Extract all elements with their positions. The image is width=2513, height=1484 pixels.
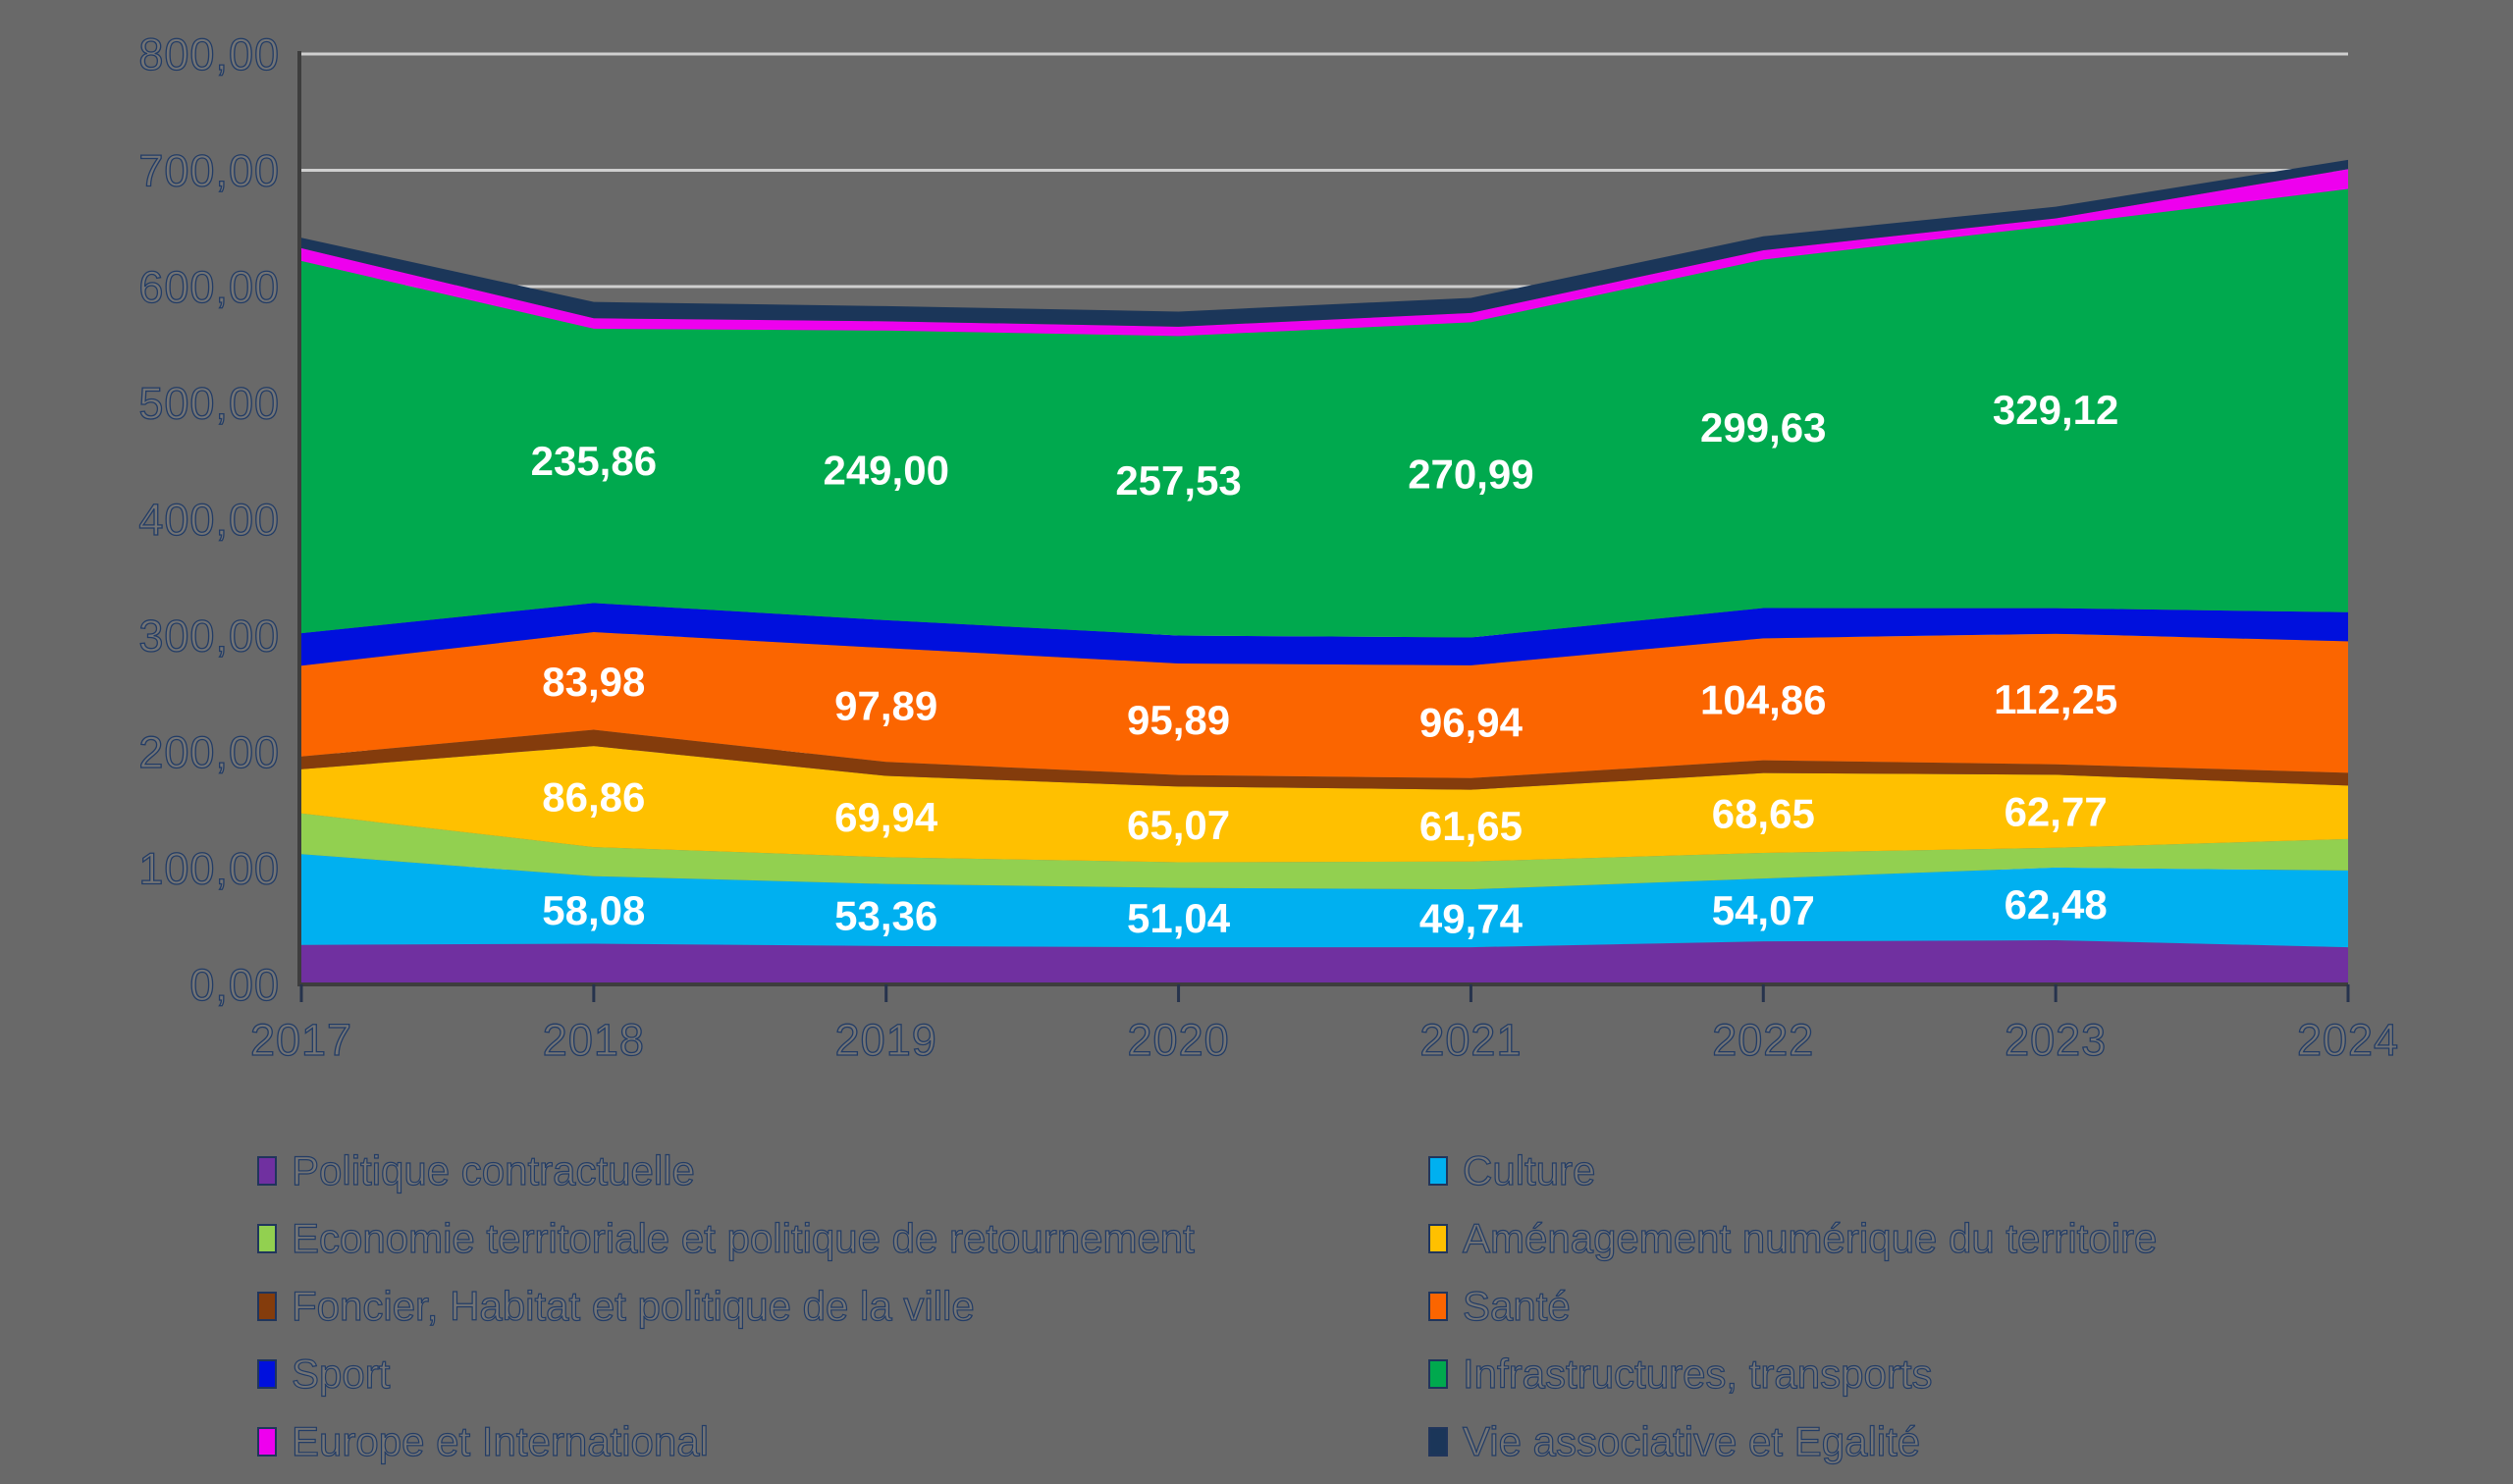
area-culture [301,854,2348,948]
x-tick-label-2020: 2020 [1128,1015,1230,1065]
legend-label-vie-associative: Vie associative et Egalité [1462,1417,1921,1464]
data-label-infrastructures-transports-2018: 235,86 [531,438,657,484]
data-label-infrastructures-transports-2020: 257,53 [1115,457,1241,504]
y-tick-label-600: 600,00 [138,262,280,312]
data-label-sante-2021: 96,94 [1419,699,1524,745]
y-tick-label-100: 100,00 [138,844,280,894]
area-politique-contractuelle [301,939,2348,984]
legend-item-amenagement-numerique: Aménagement numérique du territoire [1428,1204,2454,1272]
legend-swatch-infrastructures-transports [1428,1358,1448,1389]
x-tick-label-2022: 2022 [1712,1015,1814,1065]
legend-item-politique-contractuelle: Politique contractuelle [257,1137,1428,1204]
data-label-culture-2020: 51,04 [1127,895,1231,941]
legend-swatch-culture [1428,1155,1448,1186]
data-label-culture-2019: 53,36 [834,892,937,938]
y-tick-label-0: 0,00 [189,960,280,1010]
data-label-sante-2020: 95,89 [1127,697,1230,743]
legend-label-europe-international: Europe et International [291,1417,709,1464]
legend-swatch-amenagement-numerique [1428,1223,1448,1253]
legend-item-europe-international: Europe et International [257,1407,1428,1475]
data-label-infrastructures-transports-2023: 329,12 [1993,387,2118,433]
data-label-amenagement-numerique-du-territoire-2018: 86,86 [542,774,645,821]
legend-swatch-vie-associative [1428,1426,1448,1457]
data-label-culture-2021: 49,74 [1419,896,1524,942]
data-label-infrastructures-transports-2019: 249,00 [823,447,948,493]
legend-swatch-sante [1428,1291,1448,1321]
legend-item-foncier-habitat: Foncier, Habitat et politique de la vill… [257,1272,1428,1340]
legend-swatch-europe-international [257,1426,277,1457]
data-label-infrastructures-transports-2022: 299,63 [1700,404,1826,450]
legend-column-left: Politique contractuelle Economie territo… [257,1137,1428,1475]
legend-item-infrastructures-transports: Infrastructures, transports [1428,1340,2454,1407]
x-tick-label-2023: 2023 [2005,1015,2107,1065]
data-label-amenagement-numerique-du-territoire-2021: 61,65 [1419,803,1523,849]
chart-legend: Politique contractuelle Economie territo… [257,1137,2454,1475]
legend-label-amenagement-numerique: Aménagement numérique du territoire [1462,1214,2158,1261]
x-tick-label-2019: 2019 [835,1015,937,1065]
area-sport [301,603,2348,666]
legend-swatch-economie-territoriale [257,1223,277,1253]
legend-swatch-politique-contractuelle [257,1155,277,1186]
y-tick-label-200: 200,00 [138,727,280,777]
x-tick-label-2024: 2024 [2297,1015,2399,1065]
y-tick-label-700: 700,00 [138,146,280,196]
area-sante [301,632,2348,778]
legend-item-economie-territoriale: Economie territoriale et politique de re… [257,1204,1428,1272]
legend-label-politique-contractuelle: Politique contractuelle [291,1146,695,1193]
legend-item-sante: Santé [1428,1272,2454,1340]
legend-label-sante: Santé [1462,1282,1571,1329]
data-label-culture-2022: 54,07 [1712,887,1815,933]
legend-swatch-sport [257,1358,277,1389]
legend-swatch-foncier-habitat [257,1291,277,1321]
area-economie-territoriale-et-politique-de-retournement [301,813,2348,890]
x-tick-label-2021: 2021 [1419,1015,1522,1065]
data-label-culture-2023: 62,48 [2005,881,2108,928]
legend-label-economie-territoriale: Economie territoriale et politique de re… [291,1214,1195,1261]
area-foncier-habitat-et-politique-de-la-ville [301,729,2348,790]
legend-label-sport: Sport [291,1350,391,1397]
legend-label-culture: Culture [1462,1146,1596,1193]
legend-item-sport: Sport [257,1340,1428,1407]
data-label-amenagement-numerique-du-territoire-2023: 62,77 [2005,789,2108,835]
area-infrastructures-transports [301,188,2348,638]
data-label-infrastructures-transports-2021: 270,99 [1408,450,1533,497]
data-label-sante-2022: 104,86 [1700,676,1826,722]
legend-label-foncier-habitat: Foncier, Habitat et politique de la vill… [291,1282,975,1329]
y-tick-label-300: 300,00 [138,611,280,662]
legend-column-right: Culture Aménagement numérique du territo… [1428,1137,2454,1475]
data-label-culture-2018: 58,08 [542,887,645,933]
legend-label-infrastructures-transports: Infrastructures, transports [1462,1350,1933,1397]
legend-item-vie-associative: Vie associative et Egalité [1428,1407,2454,1475]
y-tick-label-500: 500,00 [138,379,280,429]
data-label-sante-2019: 97,89 [834,682,937,728]
legend-item-culture: Culture [1428,1137,2454,1204]
area-amenagement-numerique-du-territoire [301,746,2348,863]
data-label-amenagement-numerique-du-territoire-2019: 69,94 [834,794,938,840]
x-tick-label-2017: 2017 [250,1015,352,1065]
data-label-sante-2023: 112,25 [1994,676,2117,722]
data-label-amenagement-numerique-du-territoire-2022: 68,65 [1712,790,1815,836]
data-label-amenagement-numerique-du-territoire-2020: 65,07 [1127,802,1230,848]
x-tick-label-2018: 2018 [543,1015,645,1065]
data-label-sante-2018: 83,98 [542,659,645,705]
y-tick-label-800: 800,00 [138,29,280,80]
y-tick-label-400: 400,00 [138,495,280,545]
